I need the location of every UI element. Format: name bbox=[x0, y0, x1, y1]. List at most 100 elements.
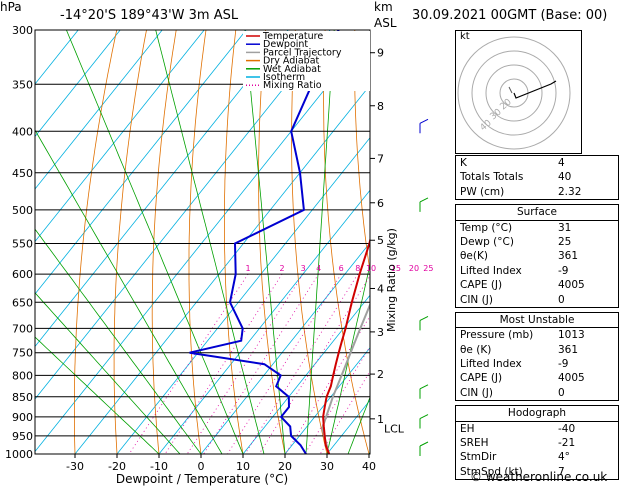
isotherm-line bbox=[35, 30, 121, 138]
hodo-row: EH -40 bbox=[456, 422, 618, 436]
hodo-value: 7 bbox=[558, 465, 565, 478]
surface-label: Temp (°C) bbox=[460, 221, 513, 234]
unstable-value: 361 bbox=[558, 343, 579, 356]
unstable-value: 4005 bbox=[558, 372, 585, 385]
height-tick-label: 3 bbox=[377, 326, 384, 339]
surface-value: -9 bbox=[558, 264, 569, 277]
surface-title: Surface bbox=[456, 205, 618, 221]
datetime-title: 30.09.2021 00GMT (Base: 00) bbox=[412, 8, 608, 23]
wet-adiabat-line bbox=[326, 263, 370, 454]
hodo-row: SREH -21 bbox=[456, 436, 618, 450]
mixing-ratio-line bbox=[258, 275, 370, 454]
surface-value: 31 bbox=[558, 221, 572, 234]
hodo-label: StmSpd (kt) bbox=[460, 465, 523, 478]
legend-entry: Dry Adiabat bbox=[263, 56, 320, 67]
mixing-ratio-label: 20 bbox=[409, 264, 419, 273]
unstable-row: CAPE (J) 4005 bbox=[456, 371, 618, 385]
legend-background bbox=[243, 31, 370, 91]
mixing-ratio-label: 15 bbox=[391, 264, 401, 273]
hodo-row: StmDir 4° bbox=[456, 450, 618, 464]
mixing-ratio-label: 8 bbox=[355, 264, 360, 273]
surface-label: Lifted Index bbox=[460, 264, 522, 277]
unstable-label: CAPE (J) bbox=[460, 372, 503, 385]
surface-row: CIN (J) 0 bbox=[456, 293, 618, 307]
temp-tick-label: 20 bbox=[278, 460, 292, 473]
unstable-row: CIN (J) 0 bbox=[456, 386, 618, 400]
height-tick-label: 8 bbox=[377, 100, 384, 113]
plot-frame bbox=[34, 29, 371, 455]
mixing-ratio-label: 10 bbox=[366, 264, 376, 273]
surface-row: Temp (°C) 31 bbox=[456, 221, 618, 235]
height-tick-label: 5 bbox=[377, 234, 384, 247]
pressure-tick-label: 900 bbox=[12, 411, 33, 424]
most-unstable-box: Most Unstable Pressure (mb) 1013 θe (K) 36… bbox=[455, 311, 619, 402]
hodograph: 40 30 20 kt bbox=[455, 30, 582, 154]
lcl-label: LCL bbox=[384, 422, 405, 435]
isotherm-line bbox=[35, 30, 205, 243]
hodo-kt-label: kt bbox=[460, 31, 470, 42]
surface-label: θe(K) bbox=[460, 250, 488, 263]
hodo-label: SREH bbox=[460, 437, 489, 450]
surface-box: Surface Temp (°C) 31 Dewp (°C) 25 θe(K) 361… bbox=[455, 204, 619, 308]
wind-barb bbox=[419, 441, 429, 447]
surface-row: Lifted Index -9 bbox=[456, 264, 618, 278]
wet-adiabat-line bbox=[66, 30, 244, 454]
wind-barb bbox=[419, 414, 429, 419]
height-tick-label: 6 bbox=[377, 197, 384, 210]
mixing-ratio-label: 4 bbox=[316, 264, 321, 273]
temperature-line bbox=[322, 236, 370, 454]
km-label: km bbox=[374, 0, 393, 14]
isotherm-line bbox=[74, 84, 370, 454]
isotherm-line bbox=[158, 189, 370, 454]
wet-adiabat-line bbox=[35, 336, 160, 454]
wind-barb bbox=[419, 315, 429, 321]
unstable-row: Lifted Index -9 bbox=[456, 357, 618, 371]
temp-tick-label: -20 bbox=[108, 460, 126, 473]
mixing-ratio-label: 25 bbox=[423, 264, 433, 273]
mixing-ratio-label: 2 bbox=[280, 264, 285, 273]
dry-adiabat-line bbox=[151, 30, 177, 454]
unstable-row: Pressure (mb) 1013 bbox=[456, 328, 618, 342]
dry-adiabat-line bbox=[354, 30, 370, 275]
pressure-tick-label: 750 bbox=[12, 347, 33, 360]
hodograph-title: Hodograph bbox=[456, 406, 618, 422]
pressure-tick-label: 350 bbox=[12, 78, 33, 91]
unstable-label: Pressure (mb) bbox=[460, 329, 534, 342]
legend-entry: Dewpoint bbox=[263, 39, 308, 50]
pressure-tick-label: 500 bbox=[12, 204, 33, 217]
isotherm-line bbox=[35, 32, 370, 453]
hodo-label: StmDir bbox=[460, 451, 497, 464]
wind-barb bbox=[419, 118, 429, 124]
index-label: PW (cm) bbox=[460, 185, 505, 198]
index-row: PW (cm) 2.32 bbox=[456, 185, 618, 199]
legend-entry: Parcel Trajectory bbox=[263, 47, 342, 58]
unstable-value: -9 bbox=[558, 358, 569, 371]
surface-row: Dewp (°C) 25 bbox=[456, 235, 618, 249]
wind-barb bbox=[419, 197, 429, 203]
temp-tick-label: 40 bbox=[362, 460, 376, 473]
dry-adiabat-line bbox=[323, 30, 370, 454]
isotherm-line bbox=[116, 137, 370, 454]
index-row: Totals Totals 40 bbox=[456, 170, 618, 184]
y-axis-label: Mixing Ratio (g/kg) bbox=[385, 228, 398, 332]
dewpoint-line bbox=[189, 30, 340, 454]
dry-adiabat-line bbox=[623, 30, 629, 454]
unstable-value: 0 bbox=[558, 386, 565, 399]
legend-entry: Wet Adiabat bbox=[263, 64, 321, 75]
isotherm-line bbox=[242, 294, 370, 454]
temp-tick-label: -10 bbox=[150, 460, 168, 473]
pressure-tick-label: 800 bbox=[12, 369, 33, 382]
wind-barb bbox=[419, 384, 429, 390]
pressure-tick-label: 1000 bbox=[5, 448, 33, 461]
mixing-ratio-label: 6 bbox=[339, 264, 344, 273]
index-value: 4 bbox=[558, 157, 565, 169]
unstable-row: θe (K) 361 bbox=[456, 343, 618, 357]
pressure-tick-label: 600 bbox=[12, 268, 33, 281]
surface-value: 0 bbox=[558, 293, 565, 306]
mixing-ratio-label: 3 bbox=[301, 264, 306, 273]
pressure-tick-label: 300 bbox=[12, 24, 33, 37]
